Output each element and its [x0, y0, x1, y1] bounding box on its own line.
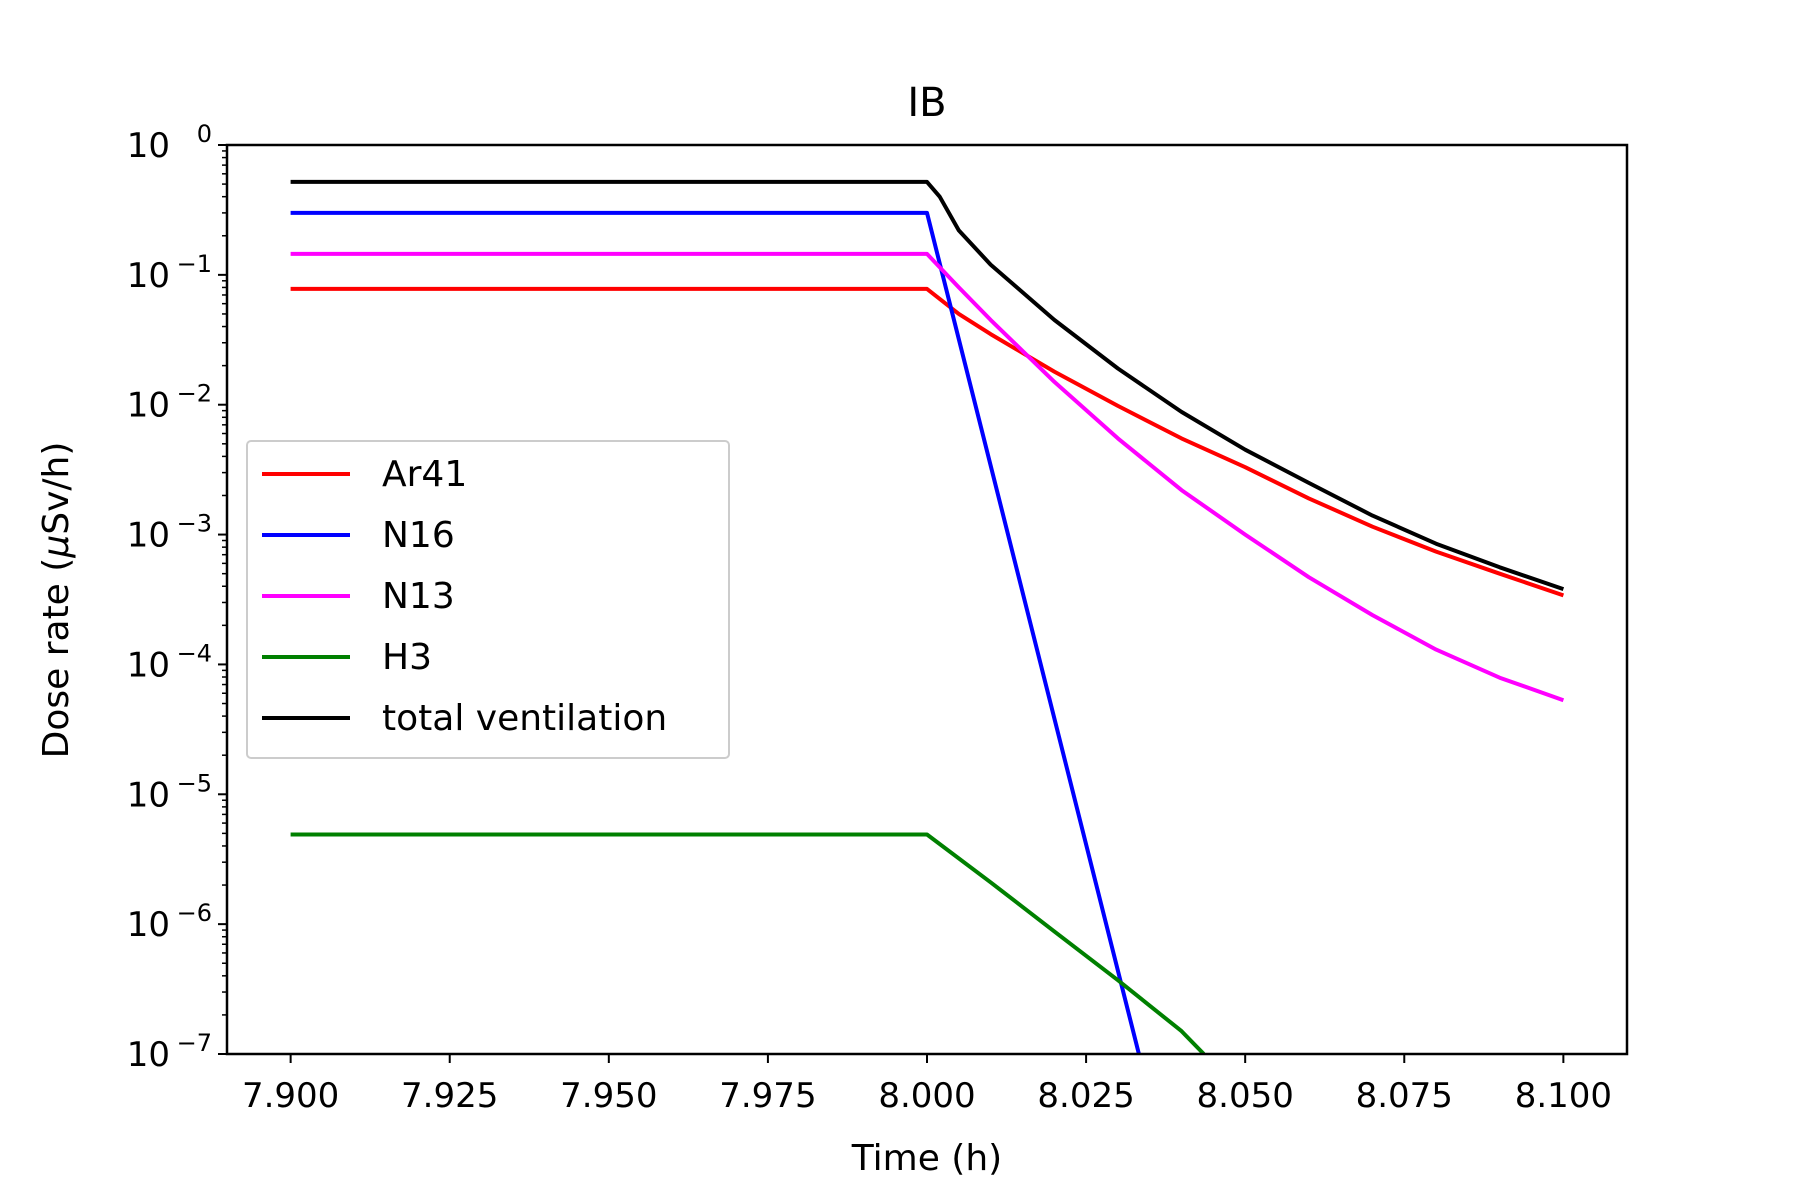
x-tick-label: 7.950: [560, 1076, 657, 1116]
x-tick-label: 8.000: [878, 1076, 975, 1116]
y-tick-exponent: 0: [197, 120, 212, 148]
x-tick-label: 7.900: [242, 1076, 339, 1116]
y-tick-exponent: −2: [177, 380, 212, 408]
y-tick-exponent: −7: [177, 1029, 212, 1057]
x-axis-label: Time (h): [851, 1138, 1002, 1179]
series-line-1: [290, 210, 1141, 1054]
y-axis-label-mu: μ: [36, 535, 77, 559]
y-tick-base: 10: [127, 516, 170, 556]
chart-title: IB: [907, 80, 946, 126]
x-tick-label: 7.925: [401, 1076, 498, 1116]
y-tick-base: 10: [127, 1035, 170, 1075]
x-tick-label: 8.050: [1197, 1076, 1294, 1116]
legend-label: H3: [382, 637, 432, 678]
y-tick-label: 10 −1: [127, 250, 212, 296]
y-tick-label: 10 −2: [127, 380, 212, 426]
x-axis: 7.900 7.925 7.950 7.975 8.000 8.025 8.050 8.075…: [242, 1054, 1612, 1116]
series-line-3: [290, 832, 1206, 1054]
y-tick-label: 10 −7: [127, 1029, 212, 1075]
y-tick-label: 10 −6: [127, 899, 212, 945]
y-tick-base: 10: [127, 645, 170, 685]
legend-label: Ar41: [382, 454, 467, 495]
x-tick-label: 7.975: [719, 1076, 816, 1116]
x-tick-label: 8.025: [1037, 1076, 1134, 1116]
y-tick-base: 10: [127, 126, 170, 166]
y-tick-label: 10 −3: [127, 510, 212, 556]
legend-box: [246, 440, 730, 759]
legend-label: total ventilation: [382, 698, 667, 739]
legend-label: N13: [382, 576, 455, 617]
y-tick-exponent: −6: [177, 899, 212, 927]
legend: Ar41 N16 N13 H3 total ventilation: [246, 440, 730, 759]
series-line-4: [290, 179, 1565, 591]
y-tick-label: 10 0: [127, 120, 212, 166]
y-axis-label-suffix: Sv/h): [36, 442, 77, 535]
x-tick-label: 8.075: [1356, 1076, 1453, 1116]
y-tick-base: 10: [127, 905, 170, 945]
y-tick-label: 10 −5: [127, 769, 212, 815]
y-tick-label: 10 −4: [127, 639, 212, 685]
y-axis-label-prefix: Dose rate (: [36, 558, 77, 759]
y-tick-base: 10: [127, 256, 170, 296]
y-tick-exponent: −5: [177, 769, 212, 797]
y-axis-label: Dose rate (μSv/h): [36, 442, 77, 759]
x-tick-label: 8.100: [1515, 1076, 1612, 1116]
y-tick-exponent: −1: [177, 250, 212, 278]
series-line-0: [290, 286, 1565, 598]
y-tick-exponent: −3: [177, 510, 212, 538]
legend-label: N16: [382, 515, 455, 556]
y-tick-base: 10: [127, 386, 170, 426]
series-layer: [290, 179, 1565, 1054]
y-tick-exponent: −4: [177, 639, 212, 667]
y-tick-base: 10: [127, 775, 170, 815]
series-line-2: [290, 251, 1565, 703]
